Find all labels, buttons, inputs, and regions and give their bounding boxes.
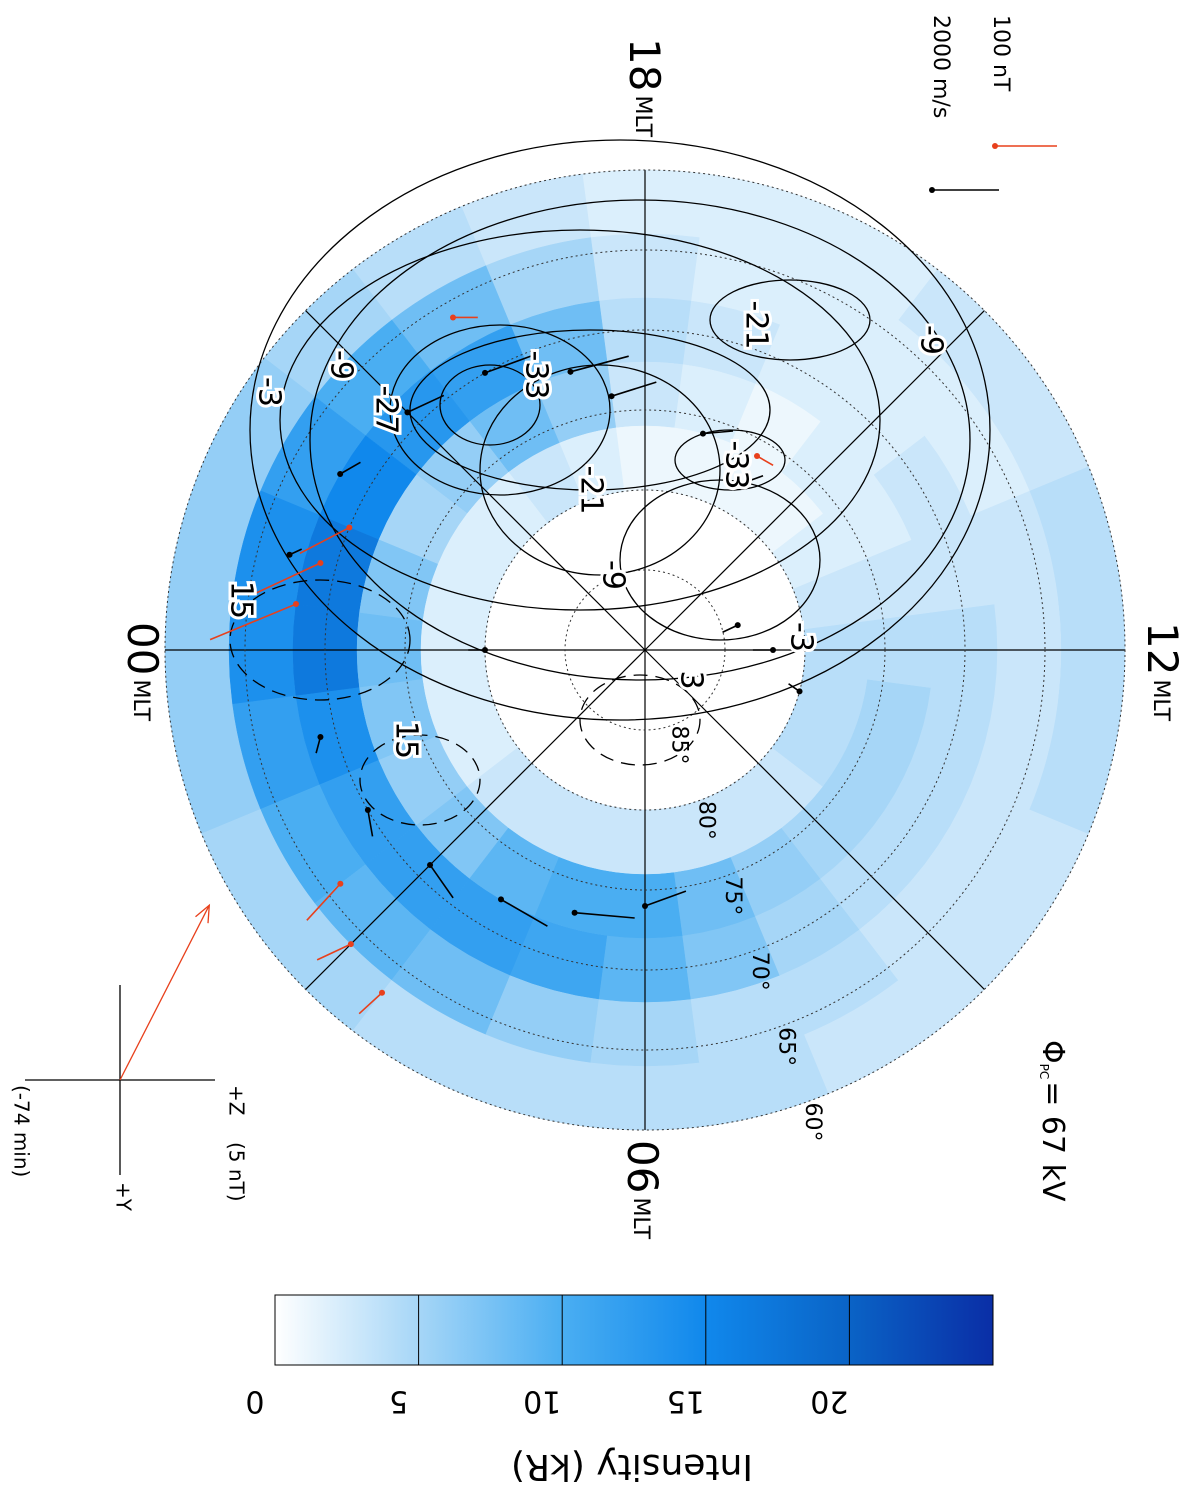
contour-label: 15 bbox=[224, 581, 259, 619]
mlt-unit: MLT bbox=[628, 1197, 653, 1239]
latitude-label: 80° bbox=[693, 801, 718, 840]
magnetometer-origin bbox=[317, 560, 323, 566]
mlt-unit: MLT bbox=[128, 679, 153, 721]
latitude-label: 60° bbox=[800, 1103, 825, 1142]
contour-label: -9 bbox=[324, 350, 359, 380]
velocity-origin bbox=[317, 734, 323, 740]
mlt-label: 12 MLT bbox=[1139, 622, 1183, 722]
polar-grid bbox=[165, 170, 1125, 1130]
mlt-unit: MLT bbox=[630, 95, 655, 137]
mlt-unit: MLT bbox=[1148, 679, 1173, 721]
colorbar-tick-label: 15 bbox=[667, 1384, 705, 1419]
cpcp-symbol: Φ bbox=[1036, 1040, 1071, 1064]
magnetometer-origin bbox=[348, 941, 354, 947]
velocity-origin bbox=[404, 409, 410, 415]
velocity-origin bbox=[482, 647, 488, 653]
imf-label: (-74 min) bbox=[10, 1085, 34, 1177]
velocity-vector bbox=[753, 647, 776, 653]
velocity-origin bbox=[642, 903, 648, 909]
imf-label: +Z bbox=[225, 1085, 249, 1115]
figure: 85° 80° 75° 70° 65° 60° 18 MLT 12 MLT 00 MLT 06 MLT -9… bbox=[0, 0, 1183, 1495]
latitude-label: 65° bbox=[773, 1027, 798, 1066]
contour-label: -33 bbox=[719, 441, 754, 490]
velocity-vector bbox=[723, 622, 741, 632]
mlt-label: 00 MLT bbox=[119, 622, 168, 722]
cpcp-subscript: PC bbox=[1038, 1064, 1052, 1080]
velocity-origin bbox=[567, 369, 573, 375]
magnetometer-origin bbox=[337, 881, 343, 887]
colorbar-tick-label: 10 bbox=[523, 1384, 561, 1419]
colorbar-tick-label: 5 bbox=[389, 1384, 408, 1419]
mlt-label: 06 MLT bbox=[619, 1140, 668, 1240]
legend-dot bbox=[992, 143, 998, 149]
contour-label: 3 bbox=[674, 670, 709, 689]
contour-label: -27 bbox=[369, 386, 404, 435]
legend-label: 100 nT bbox=[988, 15, 1013, 92]
velocity-origin bbox=[427, 862, 433, 868]
cpcp-label: ΦPC= 67 kV bbox=[1036, 1040, 1071, 1202]
velocity-origin bbox=[482, 370, 488, 376]
latitude-label: 70° bbox=[747, 952, 772, 991]
legend-dot bbox=[929, 187, 935, 193]
magnetometer-origin bbox=[754, 453, 760, 459]
mlt-hour: 00 bbox=[119, 622, 168, 675]
legend-label: 2000 m/s bbox=[928, 15, 953, 118]
velocity-origin bbox=[700, 431, 706, 437]
velocity-origin bbox=[365, 807, 371, 813]
colorbar-tick-label: 20 bbox=[810, 1384, 848, 1419]
contour-label: -21 bbox=[739, 301, 774, 350]
velocity-origin bbox=[498, 896, 504, 902]
imf-label: (5 nT) bbox=[225, 1142, 249, 1202]
imf-label: +Y bbox=[112, 1182, 136, 1212]
contour-label: 15 bbox=[389, 721, 424, 759]
latitude-label: 85° bbox=[667, 726, 692, 765]
magnetometer-origin bbox=[379, 990, 385, 996]
latitude-label: 75° bbox=[720, 876, 745, 915]
contour-label: -9 bbox=[596, 560, 631, 590]
imf-arrow bbox=[120, 905, 209, 1080]
velocity-origin bbox=[572, 910, 578, 916]
mlt-label: 18 MLT bbox=[621, 38, 670, 138]
velocity-origin bbox=[287, 552, 293, 558]
colorbar-title: Intensity (kR) bbox=[511, 1446, 753, 1487]
contour-label: -21 bbox=[574, 466, 609, 515]
cpcp-text: = 67 kV bbox=[1036, 1081, 1071, 1202]
colorbar bbox=[275, 1295, 993, 1365]
contour-label: -9 bbox=[914, 325, 949, 355]
velocity-origin bbox=[797, 688, 803, 694]
contour-label: -3 bbox=[252, 377, 287, 407]
mlt-hour: 18 bbox=[621, 38, 670, 91]
mlt-hour: 06 bbox=[619, 1140, 668, 1193]
velocity-origin bbox=[609, 393, 615, 399]
velocity-origin bbox=[337, 471, 343, 477]
magnetometer-origin bbox=[293, 601, 299, 607]
mlt-hour: 12 bbox=[1139, 622, 1183, 675]
velocity-origin bbox=[770, 647, 776, 653]
contour-label: -33 bbox=[519, 351, 554, 400]
contour-label: -3 bbox=[784, 622, 819, 652]
velocity-origin bbox=[735, 622, 741, 628]
colorbar-tick-label: 0 bbox=[245, 1384, 264, 1419]
magnetometer-origin bbox=[450, 314, 456, 320]
magnetometer-origin bbox=[346, 525, 352, 531]
